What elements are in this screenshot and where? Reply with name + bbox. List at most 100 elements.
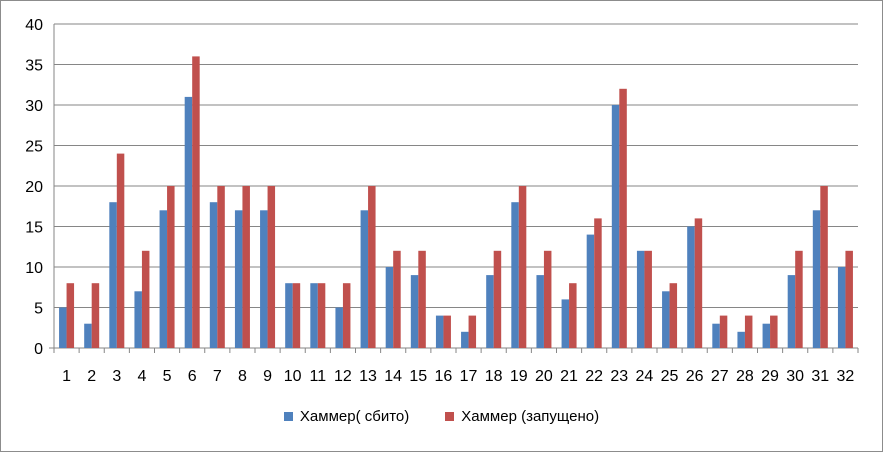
x-tick-label: 10 xyxy=(284,368,302,385)
bar-series-1 xyxy=(461,331,469,348)
y-tick-label: 25 xyxy=(25,139,43,156)
bar-series-1 xyxy=(310,283,318,348)
bar-series-2 xyxy=(66,283,75,348)
bar-series-2 xyxy=(368,186,376,348)
bar-series-1 xyxy=(837,267,846,348)
bar-series-1 xyxy=(184,96,193,349)
y-tick-label: 20 xyxy=(25,179,43,196)
x-tick-label: 23 xyxy=(610,368,628,385)
bar-series-2 xyxy=(744,315,753,348)
x-tick-label: 5 xyxy=(163,368,172,385)
x-tick-label: 17 xyxy=(460,368,478,385)
y-tick-label: 0 xyxy=(34,341,43,358)
x-tick-label: 20 xyxy=(535,368,553,385)
legend-swatch-series-1 xyxy=(283,412,293,421)
x-tick-label: 8 xyxy=(238,368,247,385)
x-tick-label: 24 xyxy=(636,368,654,385)
legend-label-series-2: Хаммер (запущено) xyxy=(461,408,600,425)
x-tick-label: 3 xyxy=(112,368,121,385)
bar-series-1 xyxy=(360,210,369,348)
x-tick-label: 29 xyxy=(761,368,779,385)
bar-series-1 xyxy=(335,307,343,348)
bar-series-2 xyxy=(845,250,853,348)
x-tick-label: 19 xyxy=(510,368,528,385)
bar-series-2 xyxy=(418,250,426,348)
bar-series-1 xyxy=(737,331,745,348)
bar-series-1 xyxy=(159,210,168,348)
bar-series-1 xyxy=(486,275,494,348)
x-tick-label: 1 xyxy=(62,368,71,385)
bar-series-2 xyxy=(443,315,451,348)
bar-series-2 xyxy=(242,186,250,348)
x-tick-label: 4 xyxy=(137,368,146,385)
x-tick-label: 28 xyxy=(736,368,754,385)
x-tick-label: 27 xyxy=(711,368,729,385)
x-tick-label: 32 xyxy=(837,368,855,385)
x-tick-label: 11 xyxy=(310,368,327,385)
bar-series-2 xyxy=(694,218,703,348)
x-tick-label: 31 xyxy=(811,368,829,385)
x-tick-label: 30 xyxy=(786,368,804,385)
x-tick-label: 9 xyxy=(263,368,272,385)
y-tick-label: 35 xyxy=(25,58,43,75)
bar-series-2 xyxy=(543,250,552,348)
bar-series-1 xyxy=(134,291,142,348)
bar-series-2 xyxy=(192,56,200,349)
legend-item-series-2: Хаммер (запущено) xyxy=(445,408,599,425)
y-tick-label: 15 xyxy=(25,220,43,237)
bar-series-1 xyxy=(435,315,444,348)
x-tick-label: 13 xyxy=(359,368,377,385)
bar-series-2 xyxy=(217,186,225,348)
y-tick-label: 30 xyxy=(25,98,43,115)
bar-series-2 xyxy=(619,88,627,349)
bar-series-2 xyxy=(820,186,828,348)
bar-series-2 xyxy=(292,283,301,348)
bar-series-1 xyxy=(561,299,570,348)
bar-series-2 xyxy=(116,153,125,348)
bar-series-1 xyxy=(84,323,92,348)
bar-series-1 xyxy=(762,323,771,348)
bar-series-1 xyxy=(260,210,268,348)
bar-series-1 xyxy=(536,275,544,348)
bar-series-2 xyxy=(468,315,477,348)
legend-item-series-1: Хаммер( сбито) xyxy=(283,408,410,425)
bar-series-1 xyxy=(662,291,670,348)
bar-series-2 xyxy=(594,218,602,348)
bar-series-2 xyxy=(493,250,502,348)
bar-series-2 xyxy=(317,283,326,348)
bar-series-2 xyxy=(342,283,351,348)
x-tick-label: 16 xyxy=(435,368,453,385)
bar-series-1 xyxy=(285,283,293,348)
bar-series-2 xyxy=(719,315,728,348)
bar-series-1 xyxy=(109,202,117,348)
x-tick-label: 22 xyxy=(585,368,603,385)
x-tick-label: 15 xyxy=(409,368,427,385)
bar-series-1 xyxy=(209,202,218,348)
x-tick-label: 7 xyxy=(213,368,222,385)
bar-series-2 xyxy=(795,250,803,348)
bar-series-1 xyxy=(511,202,519,348)
bar-series-1 xyxy=(812,210,821,348)
y-tick-label: 10 xyxy=(25,260,43,277)
bar-series-2 xyxy=(770,315,778,348)
bar-series-1 xyxy=(636,250,645,348)
x-tick-label: 12 xyxy=(334,368,352,385)
bar-series-2 xyxy=(141,250,150,348)
bar-series-1 xyxy=(787,275,796,348)
x-tick-label: 25 xyxy=(661,368,679,385)
x-tick-label: 18 xyxy=(485,368,503,385)
x-tick-label: 14 xyxy=(384,368,402,385)
x-tick-label: 2 xyxy=(87,368,96,385)
legend-label-series-1: Хаммер( сбито) xyxy=(299,408,410,425)
bar-series-1 xyxy=(687,226,695,348)
bar-series-2 xyxy=(267,186,276,348)
bar-series-1 xyxy=(586,234,595,348)
bar-series-2 xyxy=(91,283,100,348)
legend-swatch-series-2 xyxy=(445,412,455,421)
x-tick-label: 21 xyxy=(560,368,578,385)
y-tick-label: 40 xyxy=(25,17,43,34)
bar-series-2 xyxy=(518,186,527,348)
y-tick-label: 5 xyxy=(34,301,43,318)
x-tick-label: 26 xyxy=(686,368,704,385)
